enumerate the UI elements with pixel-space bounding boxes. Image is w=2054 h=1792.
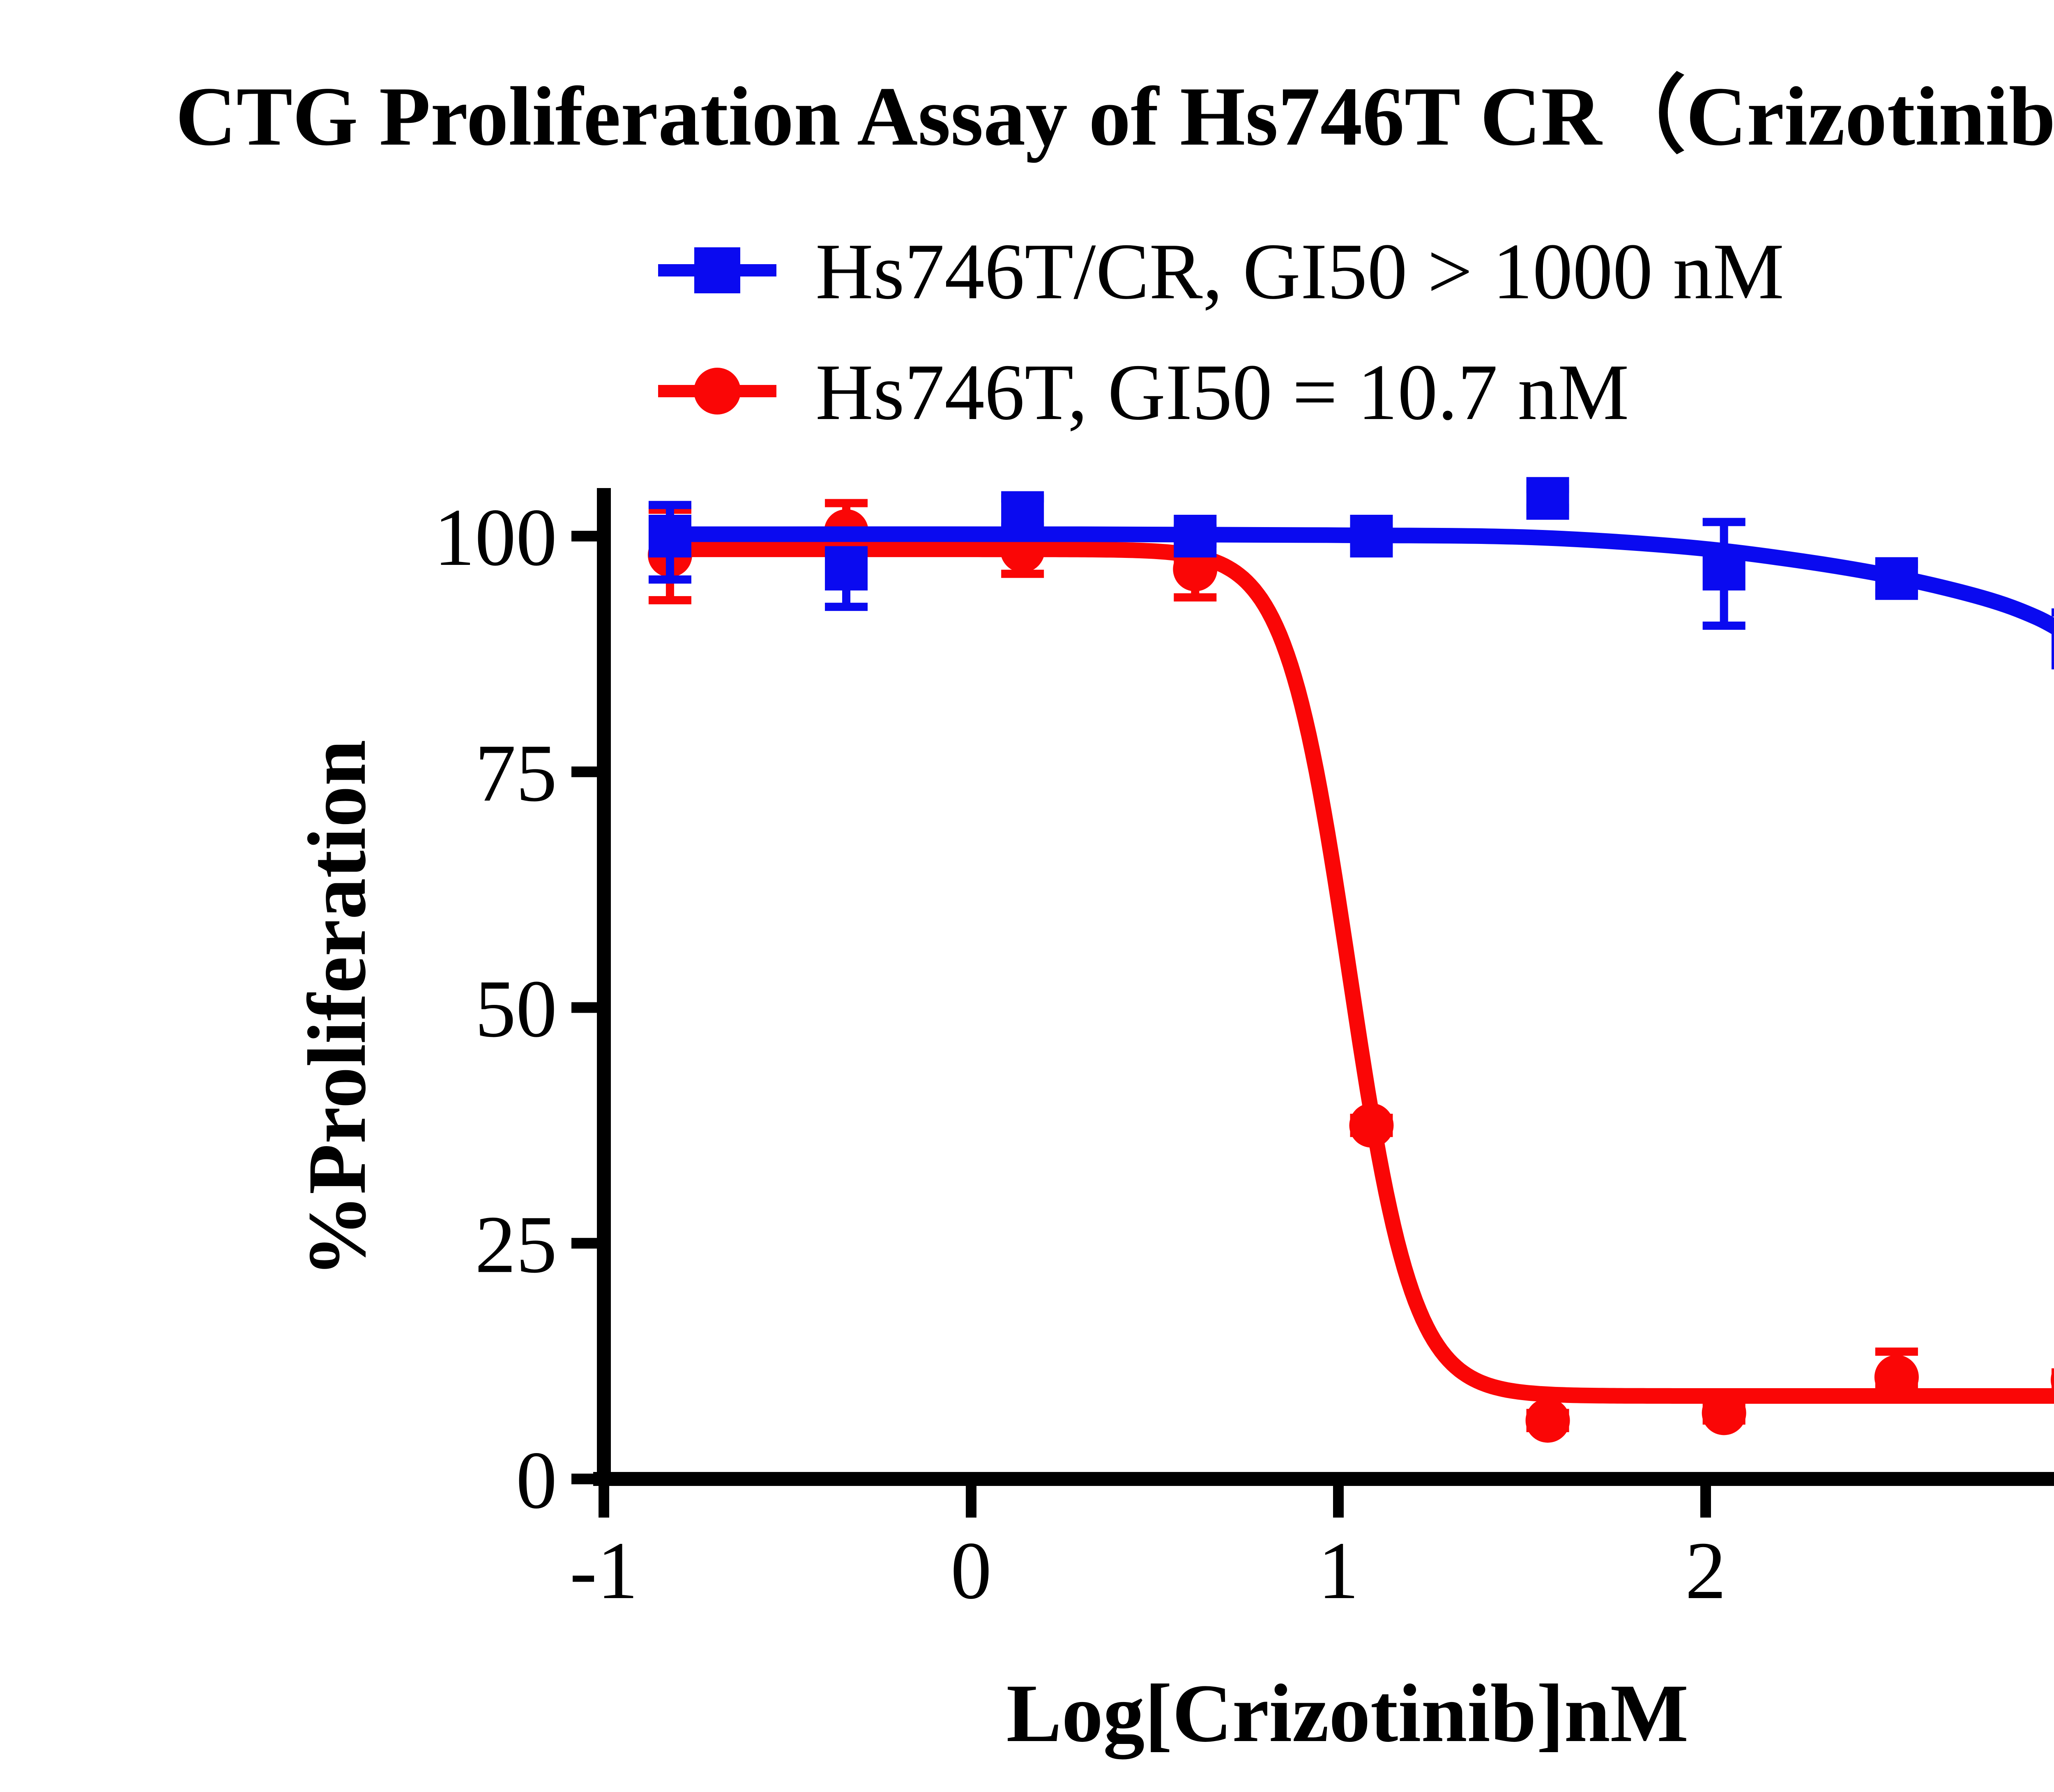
- data-point-square: [1875, 557, 1918, 600]
- data-point-circle: [2051, 1368, 2054, 1392]
- legend: Hs746T/CR, GI50 > 1000 nM Hs746T, GI50 = …: [658, 227, 1784, 437]
- legend-item: Hs746T/CR, GI50 > 1000 nM: [658, 227, 1784, 316]
- y-tick-label: 100: [434, 492, 557, 583]
- series-hs746t-cr: [648, 477, 2054, 670]
- legend-label: Hs746T/CR, GI50 > 1000 nM: [815, 227, 1784, 316]
- y-tick-label: 25: [475, 1199, 557, 1290]
- data-point-square: [648, 515, 691, 557]
- legend-label: Hs746T, GI50 = 10.7 nM: [815, 348, 1629, 437]
- legend-circle-marker: [694, 368, 741, 415]
- data-point-circle: [1173, 547, 1218, 592]
- x-tick-label: 2: [1685, 1525, 1726, 1616]
- series-hs746t: [647, 499, 2054, 1443]
- x-tick-label: -1: [570, 1525, 638, 1616]
- data-point-circle: [1874, 1355, 1919, 1400]
- series-layer: [647, 477, 2054, 1443]
- data-point-square: [825, 548, 868, 591]
- x-axis-label: Log[Crizotinib]nM: [1006, 1667, 1689, 1759]
- x-tick-label: 3: [2052, 1525, 2054, 1616]
- legend-item: Hs746T, GI50 = 10.7 nM: [658, 348, 1629, 437]
- data-point-square: [1526, 477, 1569, 520]
- x-tick-label: 0: [951, 1525, 992, 1616]
- data-point-circle: [1349, 1103, 1394, 1148]
- data-point-square: [1350, 515, 1393, 557]
- y-tick-label: 50: [475, 964, 557, 1055]
- data-point-square: [2052, 618, 2054, 661]
- y-tick-label: 0: [516, 1435, 557, 1526]
- x-tick-label: 1: [1318, 1525, 1359, 1616]
- axes: -101230255075100: [434, 488, 2054, 1616]
- y-tick-label: 75: [475, 728, 557, 819]
- fit-curve: [655, 541, 2054, 1404]
- chart-title: CTG Proliferation Assay of Hs746T CR（Cri…: [175, 70, 2054, 163]
- data-point-circle: [1525, 1398, 1570, 1443]
- data-point-circle: [1702, 1391, 1746, 1435]
- data-point-square: [1702, 548, 1745, 591]
- y-axis-label: %Proliferation: [291, 740, 383, 1278]
- data-point-square: [1174, 515, 1217, 557]
- legend-square-marker: [694, 247, 740, 293]
- fit-curve: [655, 526, 2054, 636]
- data-point-square: [1001, 491, 1044, 534]
